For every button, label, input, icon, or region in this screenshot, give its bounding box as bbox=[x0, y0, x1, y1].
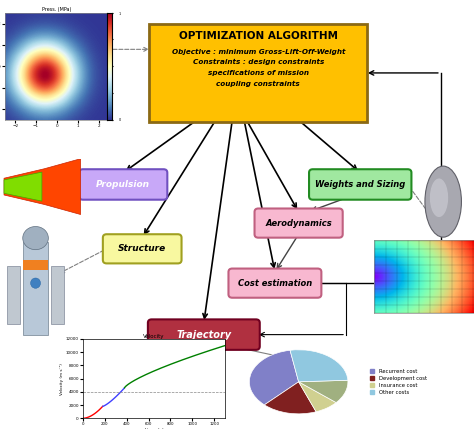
FancyBboxPatch shape bbox=[148, 319, 260, 350]
Wedge shape bbox=[264, 382, 316, 414]
Text: OPTIMIZATION ALGORITHM: OPTIMIZATION ALGORITHM bbox=[179, 31, 338, 42]
Text: Objective : minimum Gross-Lift-Off-Weight: Objective : minimum Gross-Lift-Off-Weigh… bbox=[172, 48, 345, 54]
Wedge shape bbox=[290, 350, 348, 382]
Wedge shape bbox=[299, 380, 348, 402]
Bar bbox=[23, 260, 48, 270]
Title: Press. (MPa): Press. (MPa) bbox=[42, 7, 72, 12]
Text: Cost estimation: Cost estimation bbox=[238, 279, 312, 287]
Ellipse shape bbox=[30, 278, 40, 288]
Ellipse shape bbox=[23, 227, 48, 250]
Wedge shape bbox=[299, 382, 336, 412]
Bar bbox=[23, 242, 48, 335]
Text: Weights and Sizing: Weights and Sizing bbox=[315, 180, 405, 189]
X-axis label: time (s): time (s) bbox=[145, 428, 164, 429]
Text: coupling constraints: coupling constraints bbox=[217, 81, 300, 87]
Text: specifications of mission: specifications of mission bbox=[208, 70, 309, 76]
Title: Velocity: Velocity bbox=[143, 333, 165, 338]
Polygon shape bbox=[4, 159, 81, 214]
Y-axis label: Velocity (m s⁻¹): Velocity (m s⁻¹) bbox=[60, 363, 64, 395]
Text: Structure: Structure bbox=[118, 245, 166, 253]
Text: Constraints : design constraints: Constraints : design constraints bbox=[192, 59, 324, 65]
FancyBboxPatch shape bbox=[309, 169, 411, 200]
FancyBboxPatch shape bbox=[103, 234, 182, 263]
Text: Propulsion: Propulsion bbox=[96, 180, 150, 189]
Ellipse shape bbox=[430, 178, 448, 217]
Wedge shape bbox=[249, 350, 299, 405]
Legend: Recurrent cost, Development cost, Insurance cost, Other costs: Recurrent cost, Development cost, Insura… bbox=[369, 368, 428, 396]
FancyBboxPatch shape bbox=[79, 169, 167, 200]
FancyBboxPatch shape bbox=[255, 208, 343, 238]
Ellipse shape bbox=[425, 166, 461, 237]
Polygon shape bbox=[4, 172, 42, 201]
Text: Aerodynamics: Aerodynamics bbox=[265, 219, 332, 227]
Bar bbox=[51, 266, 64, 324]
FancyBboxPatch shape bbox=[149, 24, 367, 122]
FancyBboxPatch shape bbox=[228, 269, 321, 298]
Text: Trajectory: Trajectory bbox=[176, 329, 231, 340]
Bar bbox=[7, 266, 20, 324]
